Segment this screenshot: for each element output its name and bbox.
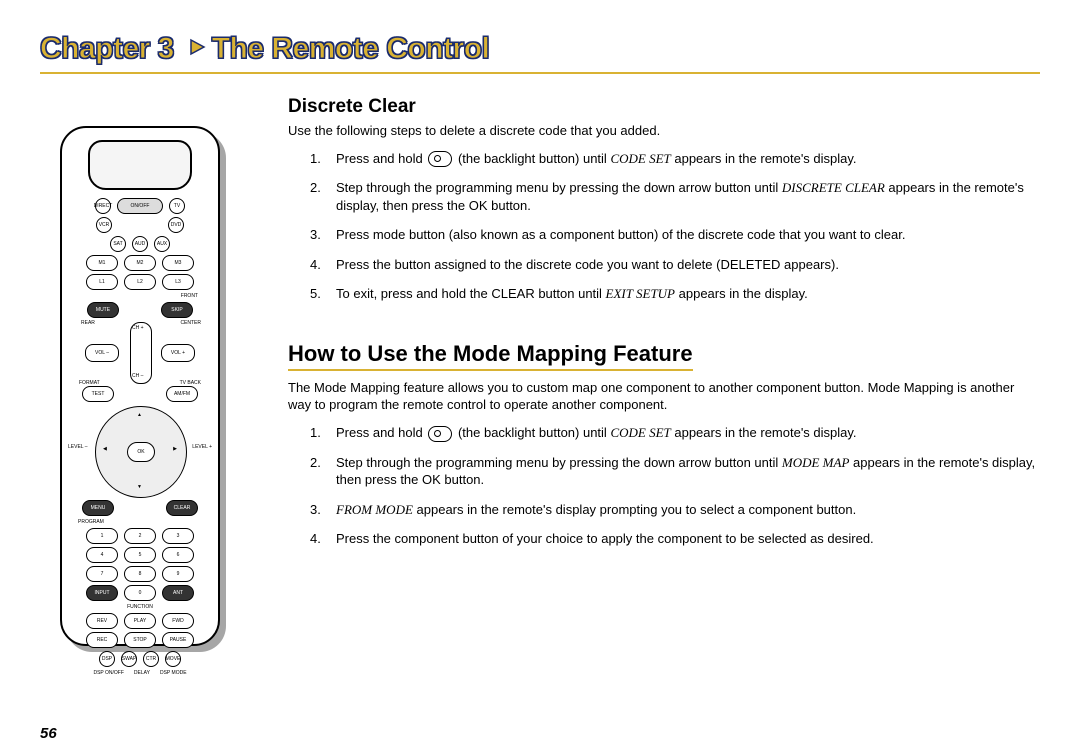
- btn-m2: M2: [124, 255, 156, 271]
- header-rule: [40, 72, 1040, 74]
- btn-menu: MENU: [82, 500, 114, 516]
- chapter-header: Chapter 3 The Remote Control: [40, 30, 1040, 70]
- ch-vol-cluster: CH + CH – VOL – VOL + REAR CENTER FORMAT…: [85, 322, 195, 382]
- btn-mute: MUTE: [87, 302, 119, 318]
- label-front: FRONT: [70, 293, 210, 299]
- btn-sat: SAT: [110, 236, 126, 252]
- list-item: Press and hold (the backlight button) un…: [288, 150, 1040, 168]
- btn-direct: DIRECT: [95, 198, 111, 214]
- btn-clear: CLEAR: [166, 500, 198, 516]
- remote-illustration-column: DIRECT ON/OFF TV VCR DVD SAT AUD AUX M1 M2 M3 L…: [40, 86, 260, 646]
- btn-vcr: VCR: [96, 217, 112, 233]
- btn-dvd: DVD: [168, 217, 184, 233]
- page-number: 56: [40, 725, 57, 742]
- section2-intro: The Mode Mapping feature allows you to c…: [288, 379, 1040, 414]
- list-item: Press the component button of your choic…: [288, 530, 1040, 548]
- list-item: To exit, press and hold the CLEAR button…: [288, 285, 1040, 303]
- dpad: OK ▲ ▼ ◀ ▶: [95, 406, 185, 496]
- triangle-icon: [188, 30, 206, 64]
- btn-onoff: ON/OFF: [117, 198, 163, 214]
- remote-display-screen: [88, 140, 192, 190]
- list-item: FROM MODE appears in the remote's displa…: [288, 501, 1040, 519]
- btn-test: TEST: [82, 386, 114, 402]
- backlight-icon: [428, 426, 452, 442]
- btn-skip: SKIP: [161, 302, 193, 318]
- btn-aux: AUX: [154, 236, 170, 252]
- section-heading-discrete-clear: Discrete Clear: [288, 96, 1040, 118]
- section1-intro: Use the following steps to delete a disc…: [288, 122, 1040, 140]
- label-program: PROGRAM: [70, 519, 210, 525]
- btn-m1: M1: [86, 255, 118, 271]
- btn-aud: AUD: [132, 236, 148, 252]
- label-function: FUNCTION: [70, 604, 210, 610]
- remote-control-diagram: DIRECT ON/OFF TV VCR DVD SAT AUD AUX M1 M2 M3 L…: [60, 126, 220, 646]
- btn-ant: ANT: [162, 585, 194, 601]
- btn-vol-plus: VOL +: [161, 344, 195, 362]
- btn-l1: L1: [86, 274, 118, 290]
- chapter-title-text: The Remote Control: [212, 32, 490, 65]
- list-item: Step through the programming menu by pre…: [288, 179, 1040, 214]
- btn-tv: TV: [169, 198, 185, 214]
- list-item: Press and hold (the backlight button) un…: [288, 424, 1040, 442]
- chapter-label: Chapter 3: [40, 32, 174, 65]
- list-item: Step through the programming menu by pre…: [288, 454, 1040, 489]
- backlight-icon: [428, 151, 452, 167]
- btn-vol-minus: VOL –: [85, 344, 119, 362]
- list-item: Press mode button (also known as a compo…: [288, 226, 1040, 244]
- section1-steps: Press and hold (the backlight button) un…: [288, 150, 1040, 303]
- btn-ok: OK: [127, 442, 155, 462]
- section-heading-mode-mapping: How to Use the Mode Mapping Feature: [288, 341, 693, 371]
- section2-steps: Press and hold (the backlight button) un…: [288, 424, 1040, 548]
- btn-l2: L2: [124, 274, 156, 290]
- list-item: Press the button assigned to the discret…: [288, 256, 1040, 274]
- btn-input: INPUT: [86, 585, 118, 601]
- btn-amfm: AM/FM: [166, 386, 198, 402]
- btn-m3: M3: [162, 255, 194, 271]
- btn-l3: L3: [162, 274, 194, 290]
- text-column: Discrete Clear Use the following steps t…: [288, 86, 1040, 560]
